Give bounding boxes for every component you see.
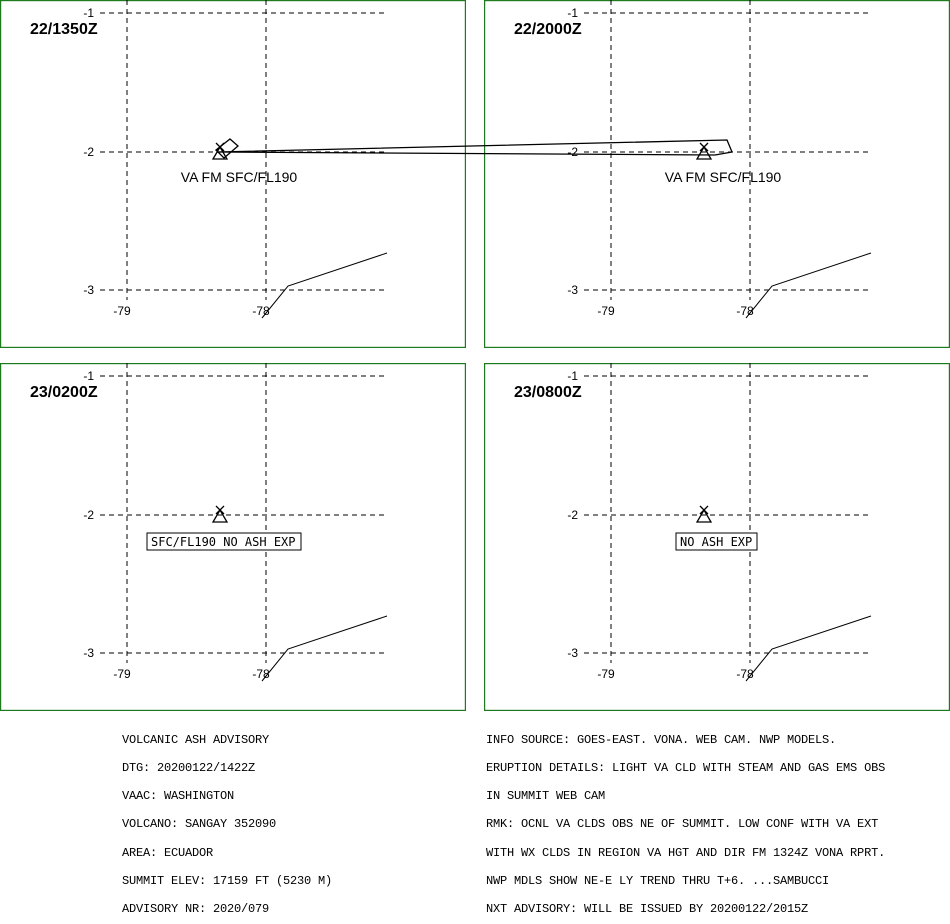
latitude-label: -1 [83,6,94,20]
forecast-panel-1: -1 -2 -3 -79 -78 22/1350Z VA FM SFC/FL190 [0,0,466,348]
latitude-label: -2 [567,145,578,159]
longitude-label: -78 [736,304,754,318]
coastline [261,252,388,319]
remarks-line: NWP MDLS SHOW NE-E LY TREND THRU T+6. ..… [486,873,830,888]
forecast-label: NO ASH EXP [680,535,752,549]
volcano-icon [699,505,709,515]
remarks-line: IN SUMMIT WEB CAM [486,789,606,804]
volcano-icon [695,508,713,523]
coastline [745,615,872,682]
advisory-remarks-block: INFO SOURCE: GOES-EAST. VONA. WEB CAM. N… [486,717,885,924]
ash-cloud-polygon [215,138,239,159]
panel-frame [484,363,950,711]
longitude-label: -79 [113,667,131,681]
remarks-line: INFO SOURCE: GOES-EAST. VONA. WEB CAM. N… [486,732,837,747]
latitude-label: -3 [83,283,94,297]
latitude-label: -3 [567,283,578,297]
remarks-line: RMK: OCNL VA CLDS OBS NE OF SUMMIT. LOW … [486,817,879,832]
forecast-time-label: 23/0200Z [30,384,98,401]
latitude-label: -1 [567,6,578,20]
forecast-time-label: 23/0800Z [514,384,582,401]
longitude-label: -78 [252,304,270,318]
ash-cloud-polygon [216,139,733,156]
advisory-line: DTG: 20200122/1422Z [122,761,256,776]
map-canvas: -1 -2 -3 -79 -78 22/1350Z VA FM SFC/FL190 [0,0,466,348]
forecast-time-label: 22/2000Z [514,21,582,38]
volcano-icon [211,508,229,523]
volcano-icon [695,145,713,160]
advisory-line: VAAC: WASHINGTON [122,789,235,804]
forecast-label: VA FM SFC/FL190 [181,169,298,185]
map-canvas: -1 -2 -3 -79 -78 23/0200Z SFC/FL190 NO ASH EXP [0,363,466,711]
latitude-label: -2 [83,508,94,522]
latitude-label: -3 [83,646,94,660]
longitude-label: -78 [252,667,270,681]
panel-frame [0,0,466,348]
latitude-label: -1 [83,369,94,383]
longitude-label: -78 [736,667,754,681]
advisory-header-block: VOLCANIC ASH ADVISORY DTG: 20200122/1422… [122,717,332,924]
remarks-line: ERUPTION DETAILS: LIGHT VA CLD WITH STEA… [486,761,886,776]
latitude-label: -2 [567,508,578,522]
forecast-time-label: 22/1350Z [30,21,98,38]
advisory-line: ADVISORY NR: 2020/079 [122,902,270,917]
latitude-label: -3 [567,646,578,660]
coastline [261,615,388,682]
panel-frame [484,0,950,348]
volcano-icon [215,505,225,515]
advisory-line: SUMMIT ELEV: 17159 FT (5230 M) [122,873,333,888]
advisory-line: VOLCANIC ASH ADVISORY [122,732,270,747]
forecast-label: SFC/FL190 NO ASH EXP [151,535,296,549]
longitude-label: -79 [597,304,615,318]
forecast-panel-3: -1 -2 -3 -79 -78 23/0200Z SFC/FL190 NO ASH EXP [0,363,466,711]
latitude-label: -2 [83,145,94,159]
remarks-line: NXT ADVISORY: WILL BE ISSUED BY 20200122… [486,902,809,917]
longitude-label: -79 [113,304,131,318]
coastline [745,252,872,319]
volcano-icon [211,145,229,160]
forecast-panel-2: -1 -2 -3 -79 -78 22/2000Z VA FM SFC/FL190 [216,0,950,348]
no-ash-box [675,532,758,551]
advisory-line: VOLCANO: SANGAY 352090 [122,817,277,832]
volcano-icon [699,142,709,152]
advisory-line: AREA: ECUADOR [122,845,214,860]
no-ash-box [146,532,302,551]
map-canvas: -1 -2 -3 -79 -78 23/0800Z NO ASH EXP [484,363,950,711]
remarks-line: WITH WX CLDS IN REGION VA HGT AND DIR FM… [486,845,886,860]
forecast-panel-4: -1 -2 -3 -79 -78 23/0800Z NO ASH EXP [484,363,950,711]
map-canvas: -1 -2 -3 -79 -78 22/2000Z VA FM SFC/FL190 [216,0,950,348]
forecast-label: VA FM SFC/FL190 [665,169,782,185]
longitude-label: -79 [597,667,615,681]
latitude-label: -1 [567,369,578,383]
panel-frame [0,363,466,711]
